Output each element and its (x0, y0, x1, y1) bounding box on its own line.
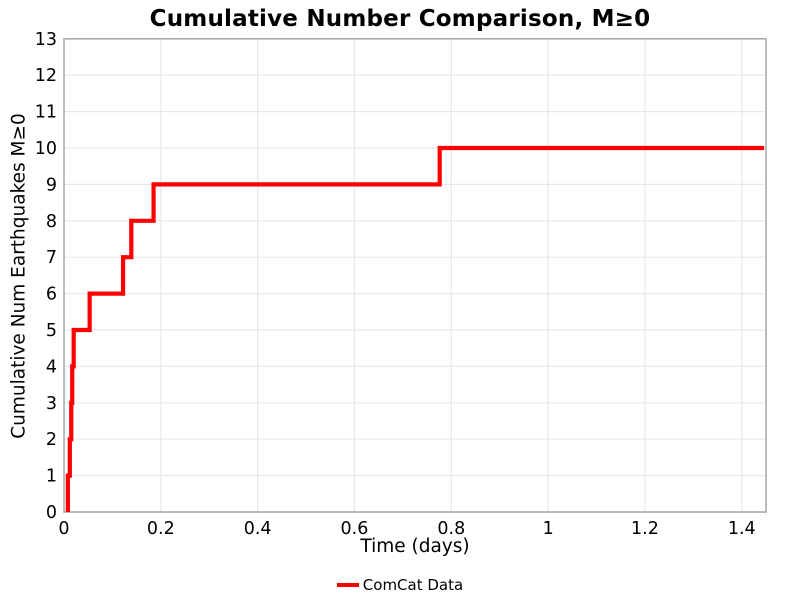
x-tick-label: 0 (58, 519, 69, 539)
y-tick-label: 8 (46, 212, 57, 232)
x-tick-label: 0.2 (147, 519, 175, 539)
y-tick-label: 6 (46, 285, 57, 305)
x-axis-label: Time (days) (360, 536, 470, 557)
x-tick-label: 1.4 (728, 519, 756, 539)
y-tick-label: 10 (35, 139, 57, 159)
plot-border (63, 37, 767, 513)
y-tick-label: 11 (35, 103, 57, 123)
chart-title: Cumulative Number Comparison, M≥0 (149, 6, 651, 32)
y-tick-label: 5 (46, 321, 57, 341)
y-tick-label: 12 (35, 66, 57, 86)
x-tick-label: 0.4 (244, 519, 272, 539)
x-tick-label: 0.6 (341, 519, 369, 539)
x-tick-label: 0.8 (437, 519, 465, 539)
y-tick-label: 13 (35, 30, 57, 50)
y-tick-label: 9 (46, 175, 57, 195)
y-tick-label: 3 (46, 394, 57, 414)
x-tick-label: 1 (543, 519, 554, 539)
y-tick-label: 4 (46, 357, 57, 377)
legend: ComCat Data (0, 574, 800, 596)
legend-line-swatch (336, 583, 359, 587)
x-tick-label: 1.2 (631, 519, 659, 539)
y-tick-label: 1 (46, 467, 57, 487)
y-tick-label: 0 (46, 503, 57, 523)
series-step-line (65, 145, 765, 512)
y-tick-label: 7 (46, 248, 57, 268)
y-tick-label: 2 (46, 430, 57, 450)
legend-label: ComCat Data (362, 576, 464, 594)
